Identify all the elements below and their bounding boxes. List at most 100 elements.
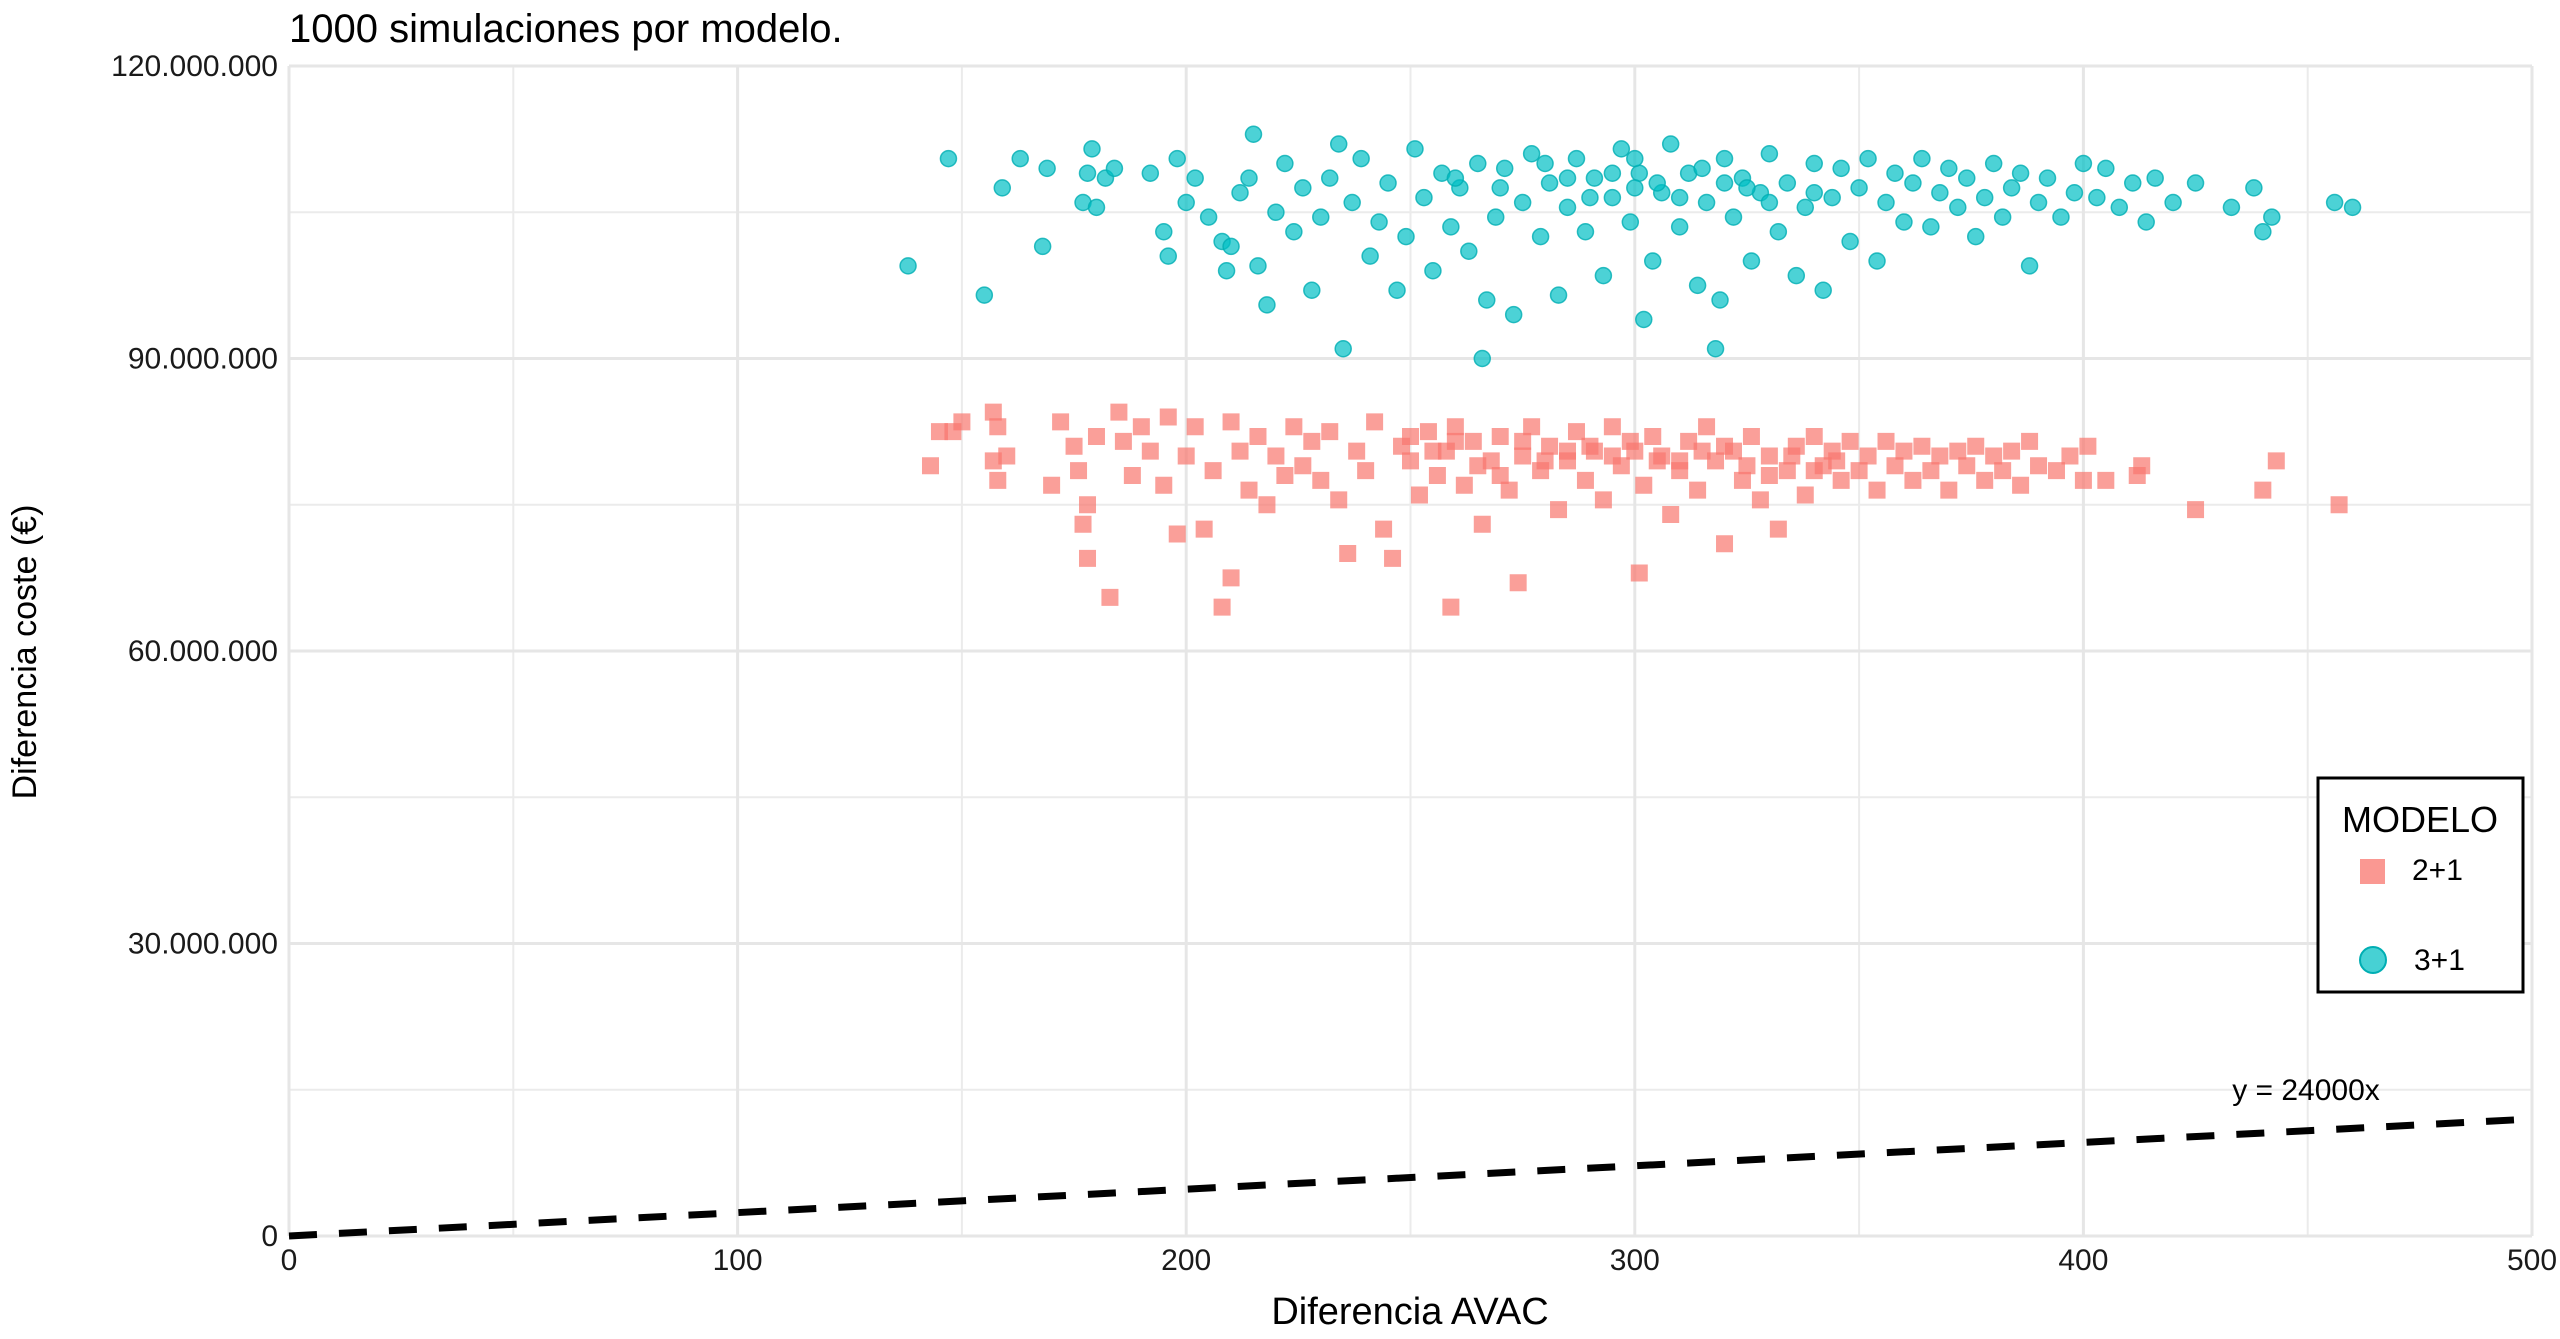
data-point-circle (1087, 198, 1106, 217)
data-point-circle (1796, 198, 1815, 217)
data-point-circle (2088, 188, 2106, 207)
data-point-square (1222, 569, 1240, 587)
data-point-square (2047, 462, 2065, 480)
data-point-square (1132, 418, 1150, 436)
data-point-circle (2011, 164, 2030, 182)
data-point-square (1967, 437, 1985, 455)
data-point-circle (1760, 145, 1779, 163)
data-point-circle (2097, 159, 2115, 178)
data-point-circle (2186, 174, 2205, 192)
data-point-circle (2245, 179, 2263, 197)
data-point-circle (1787, 266, 1806, 285)
data-point-square (1778, 462, 1796, 480)
data-point-square (1662, 506, 1680, 523)
data-point-square (1931, 447, 1949, 465)
data-point-circle (1931, 184, 1949, 202)
legend-label-3plus1: 3+1 (2414, 944, 2465, 977)
data-point-circle (1159, 247, 1178, 265)
data-point-square (1994, 462, 2012, 480)
data-point-circle (1603, 164, 1622, 182)
data-point-square (1626, 442, 1644, 460)
data-point-circle (1913, 149, 1931, 168)
data-point-square (989, 418, 1007, 436)
data-point-circle (1558, 198, 1577, 217)
data-point-square (1482, 452, 1500, 470)
data-point-square (1523, 418, 1541, 436)
data-point-square (1079, 496, 1097, 514)
data-point-circle (1267, 203, 1285, 221)
x-axis-ticks: 0 100 200 300 400 500 (281, 1244, 2557, 1277)
data-point-circle (1621, 213, 1640, 231)
data-point-square (1581, 437, 1599, 455)
data-point-circle (1612, 140, 1631, 158)
data-point-square (1464, 432, 1482, 450)
data-point-square (1680, 432, 1698, 450)
data-point-square (1850, 462, 1868, 480)
data-point-circle (1285, 223, 1303, 241)
data-point-circle (1415, 188, 1433, 207)
data-point-circle (939, 149, 958, 168)
data-point-square (1671, 452, 1689, 470)
data-point-circle (1805, 184, 1823, 202)
data-point-square (1101, 588, 1119, 606)
data-point-square (1410, 486, 1428, 504)
data-point-square (1805, 428, 1823, 445)
data-point-square (1043, 476, 1061, 494)
chart-title: 1000 simulaciones por modelo. (289, 7, 843, 51)
data-point-circle (1294, 179, 1312, 197)
data-point-square (1123, 467, 1141, 484)
data-point-square (1455, 476, 1473, 494)
data-point-circle (1576, 223, 1595, 241)
data-point-circle (1841, 232, 1859, 251)
data-point-square (989, 471, 1007, 489)
data-point-square (1751, 491, 1769, 509)
data-point-square (1231, 442, 1249, 460)
data-point-circle (1186, 169, 1204, 187)
data-point-circle (1626, 179, 1644, 197)
x-tick-label: 0 (281, 1244, 298, 1277)
data-point-square (1442, 598, 1460, 616)
data-point-square (2003, 442, 2021, 460)
data-point-circle (1922, 218, 1940, 236)
data-point-circle (1984, 154, 2003, 173)
data-point-circle (1276, 154, 1294, 173)
data-point-circle (1630, 164, 1649, 182)
data-point-circle (1478, 291, 1496, 309)
data-point-square (1742, 428, 1760, 445)
data-point-square (984, 403, 1002, 421)
data-point-square (1222, 413, 1240, 431)
data-point-square (1985, 447, 2003, 465)
data-point-circle (1469, 154, 1487, 173)
data-point-circle (1778, 174, 1797, 192)
data-point-circle (1540, 174, 1559, 192)
data-point-square (1630, 564, 1648, 582)
data-point-circle (1217, 262, 1236, 280)
data-point-square (2330, 496, 2348, 514)
data-point-circle (1258, 296, 1276, 314)
series-3plus1 (899, 125, 2362, 368)
data-point-square (1052, 413, 1070, 431)
data-point-square (1716, 437, 1734, 455)
data-point-circle (1379, 174, 1397, 192)
data-point-square (1070, 462, 1088, 480)
data-point-circle (2254, 223, 2272, 241)
data-point-square (1419, 423, 1437, 441)
data-point-circle (1648, 174, 1666, 192)
data-point-circle (1832, 159, 1850, 178)
y-tick-label: 0 (261, 1220, 278, 1253)
data-point-square (1828, 452, 1846, 470)
data-point-square (2267, 452, 2285, 470)
data-point-square (1738, 457, 1756, 475)
y-axis-title: Diferencia coste (€) (6, 505, 44, 800)
x-tick-label: 400 (2058, 1244, 2108, 1277)
data-point-circle (2038, 169, 2057, 187)
data-point-square (1366, 413, 1384, 431)
data-point-circle (1312, 208, 1330, 226)
data-point-circle (1011, 149, 1029, 168)
data-point-circle (1594, 266, 1613, 285)
data-point-square (1446, 418, 1464, 436)
data-point-square (2187, 501, 2205, 519)
data-point-circle (1850, 179, 1868, 197)
data-point-square (1267, 447, 1285, 465)
data-point-square (1240, 481, 1258, 499)
